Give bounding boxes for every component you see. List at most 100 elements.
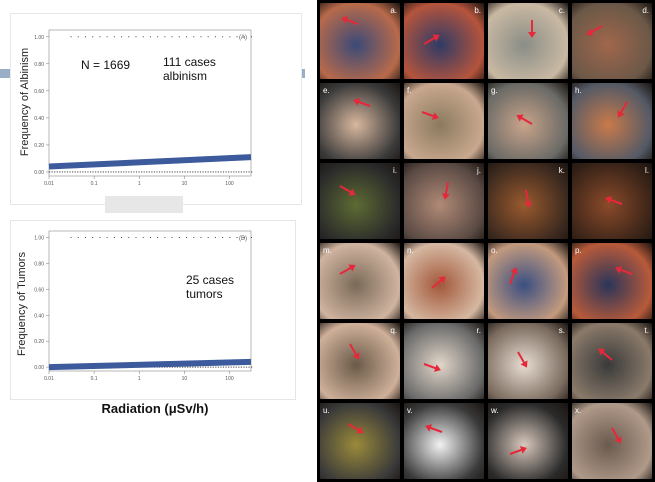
tumors-y-tick-label: 0.80 [34, 261, 44, 267]
albinism-obs-zero [215, 171, 217, 173]
tumors-x-tick-label: 10 [182, 376, 188, 382]
bird-photo: j. [404, 163, 484, 239]
photo-label: b. [474, 6, 481, 15]
albinism-obs-one [200, 36, 202, 38]
albinism-obs-zero [66, 171, 69, 173]
albinism-obs-zero [181, 171, 184, 173]
albinism-obs-zero [105, 171, 107, 173]
albinism-obs-zero [210, 171, 212, 173]
photo-label: f. [407, 86, 412, 95]
bird-photo: q. [320, 323, 400, 399]
albinism-obs-zero [169, 171, 171, 173]
bird-photo: m. [320, 243, 400, 319]
bird-photo: g. [488, 83, 568, 159]
tumors-y-tick-label: 1.00 [34, 235, 44, 241]
albinism-obs-zero [235, 171, 237, 173]
tumors-obs-zero [212, 366, 214, 368]
photo-label: x. [575, 406, 582, 415]
tumors-obs-zero [235, 366, 237, 368]
tumors-obs-one [121, 236, 123, 238]
albinism-obs-one [229, 36, 231, 38]
albinism-obs-one [70, 36, 72, 38]
albinism-obs-one [142, 36, 144, 38]
albinism-obs-one [236, 36, 238, 38]
tumors-obs-zero [222, 366, 225, 368]
tumors-obs-one [77, 236, 79, 238]
red-arrow-icon [517, 351, 527, 367]
albinism-obs-zero [243, 171, 245, 173]
tumors-x-tick-label: 0.1 [91, 376, 98, 382]
albinism-obs-zero [146, 171, 148, 173]
albinism-y-tick-label: 0.20 [34, 143, 44, 149]
albinism-obs-zero [174, 171, 176, 173]
albinism-obs-zero [69, 171, 71, 173]
albinism-obs-zero [110, 171, 112, 173]
tumors-obs-one [92, 236, 94, 238]
tumors-obs-one [142, 236, 144, 238]
red-arrow-icon [347, 423, 363, 433]
tumors-x-tick-label: 0.01 [44, 376, 54, 382]
albinism-obs-zero [220, 171, 222, 173]
red-arrow-icon [509, 268, 517, 285]
albinism-obs-zero [222, 171, 225, 173]
tumor-label-annotation: tumors [186, 287, 223, 301]
albinism-obs-zero [225, 171, 227, 173]
tumors-obs-one [70, 236, 72, 238]
bird-photo: t. [572, 323, 652, 399]
albinism-obs-zero [171, 171, 173, 173]
tumors-obs-zero [215, 366, 217, 368]
tumors-obs-one [207, 236, 209, 238]
albinism-obs-zero [189, 171, 191, 173]
tumors-obs-one [164, 236, 166, 238]
tumors-obs-zero [166, 366, 168, 368]
red-arrow-icon [423, 35, 439, 45]
tumors-obs-zero [189, 366, 191, 368]
tumors-obs-one [222, 236, 224, 238]
albinism-obs-zero [238, 171, 240, 173]
tumors-obs-one [135, 236, 137, 238]
tumors-x-tick-label: 1 [138, 376, 141, 382]
albinism-label-annotation: albinism [163, 69, 208, 83]
x-axis-title: Radiation (μSv/h) [101, 401, 209, 416]
photo-label: e. [323, 86, 330, 95]
albinism-obs-zero [125, 171, 127, 173]
red-arrow-icon [339, 185, 355, 195]
albinism-obs-zero [251, 171, 253, 173]
tumors-obs-one [113, 236, 115, 238]
albinism-obs-zero [74, 171, 76, 173]
red-arrow-icon [616, 267, 633, 275]
albinism-x-tick-label: 100 [225, 181, 234, 187]
bird-photo: p. [572, 243, 652, 319]
albinism-obs-zero [72, 171, 74, 173]
tumors-obs-zero [243, 366, 245, 368]
albinism-obs-one [251, 36, 252, 38]
bird-photo: s. [488, 323, 568, 399]
bird-photo: i. [320, 163, 400, 239]
photo-label: q. [390, 326, 397, 335]
albinism-y-tick-label: 0.40 [34, 116, 44, 122]
tumors-obs-zero [174, 366, 176, 368]
albinism-obs-zero [141, 171, 143, 173]
albinism-obs-zero [128, 171, 130, 173]
albinism-obs-zero [95, 171, 97, 173]
tumors-obs-zero [238, 366, 240, 368]
red-arrow-icon [431, 276, 445, 289]
albinism-x-tick-label: 1 [138, 181, 141, 187]
albinism-obs-zero [230, 171, 232, 173]
caption-box [105, 196, 183, 213]
albinism-obs-zero [153, 171, 156, 173]
albinism-obs-zero [161, 171, 163, 173]
tumors-obs-one [193, 236, 195, 238]
photo-label: j. [477, 166, 481, 175]
tumors-obs-one [229, 236, 231, 238]
photo-label: v. [407, 406, 413, 415]
albinism-obs-zero [240, 171, 242, 173]
red-arrow-icon [421, 111, 438, 119]
tumors-obs-zero [245, 366, 248, 368]
red-arrow-icon [444, 181, 449, 198]
albinism-panel-label: (A) [239, 35, 247, 41]
albinism-x-tick-label: 10 [182, 181, 188, 187]
albinism-obs-zero [120, 171, 122, 173]
red-arrow-icon [354, 99, 371, 107]
albinism-obs-one [171, 36, 173, 38]
